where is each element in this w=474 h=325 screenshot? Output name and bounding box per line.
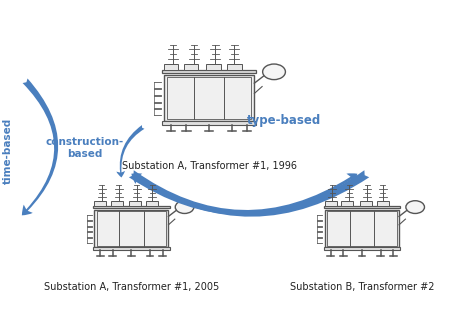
Bar [129,201,141,206]
Bar [164,75,255,121]
Bar [206,64,221,71]
Bar [146,201,158,206]
Text: Substation B, Transformer #2: Substation B, Transformer #2 [290,282,434,292]
Bar [324,247,401,250]
Bar [94,210,168,247]
Bar [184,64,198,71]
Bar [93,247,170,250]
Bar [162,71,256,73]
Bar [325,210,399,247]
Circle shape [175,201,194,214]
Bar [110,201,122,206]
Bar [94,201,106,206]
Circle shape [263,64,285,80]
Bar [360,201,372,206]
Bar [341,201,353,206]
Bar [97,212,166,246]
Bar [325,201,337,206]
Bar [164,64,178,71]
Bar [324,206,401,208]
Circle shape [406,201,425,214]
Text: time-based: time-based [3,118,13,184]
Bar [328,212,397,246]
Bar [227,64,242,71]
Text: Substation A, Transformer #1, 2005: Substation A, Transformer #1, 2005 [44,282,219,292]
Bar [162,121,256,125]
Text: Substation A, Transformer #1, 1996: Substation A, Transformer #1, 1996 [121,161,297,171]
Bar [93,206,170,208]
Bar [167,77,251,119]
Text: type-based: type-based [247,114,321,127]
Text: construction-
based: construction- based [45,137,123,159]
Bar [377,201,389,206]
